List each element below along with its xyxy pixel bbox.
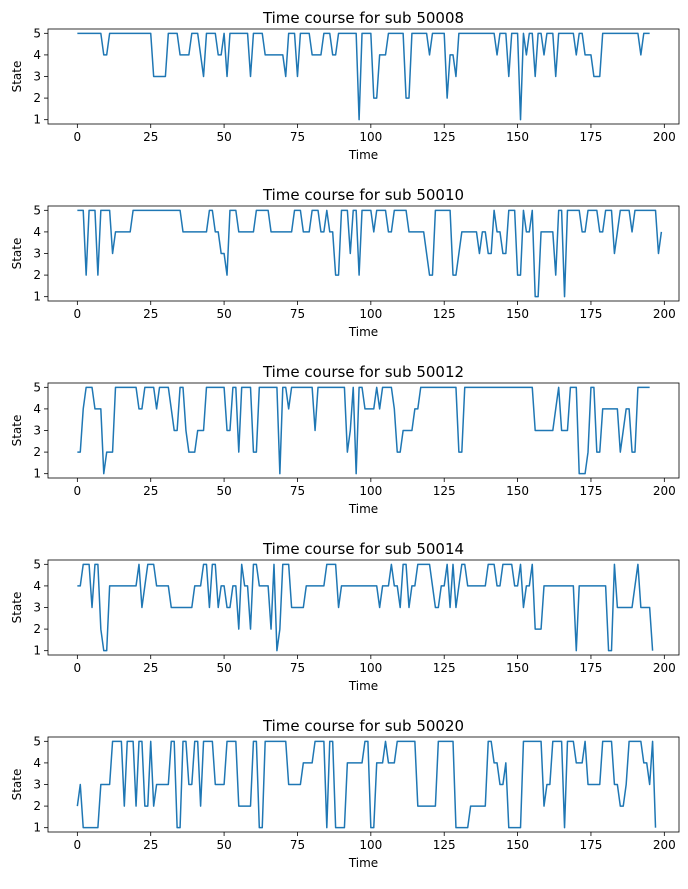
x-tick-label: 50 <box>216 307 231 321</box>
x-tick-label: 75 <box>290 661 305 675</box>
x-tick-label: 175 <box>580 484 603 498</box>
x-tick-label: 75 <box>290 838 305 852</box>
subplot-title: Time course for sub 50012 <box>262 363 464 381</box>
y-tick-label: 1 <box>33 644 41 658</box>
x-tick-label: 150 <box>506 307 529 321</box>
y-tick-label: 1 <box>33 113 41 127</box>
x-tick-label: 200 <box>653 130 676 144</box>
x-axis-label: Time <box>348 679 378 693</box>
x-tick-label: 125 <box>433 661 456 675</box>
y-axis-label: State <box>10 415 24 447</box>
y-tick-label: 2 <box>33 91 41 105</box>
x-tick-label: 200 <box>653 307 676 321</box>
subplot-title: Time course for sub 50010 <box>262 186 464 204</box>
x-tick-label: 150 <box>506 130 529 144</box>
x-tick-label: 125 <box>433 484 456 498</box>
y-tick-label: 3 <box>33 778 41 792</box>
y-axis-label: State <box>10 61 24 93</box>
y-tick-label: 3 <box>33 247 41 261</box>
x-tick-label: 25 <box>143 838 158 852</box>
y-tick-label: 3 <box>33 601 41 615</box>
series-line <box>77 209 663 298</box>
y-tick-label: 4 <box>33 579 41 593</box>
subplot-title: Time course for sub 50008 <box>262 9 464 27</box>
x-tick-label: 0 <box>74 484 82 498</box>
y-axis-label: State <box>10 769 24 801</box>
x-tick-label: 100 <box>359 838 382 852</box>
series-line <box>77 563 654 652</box>
x-tick-label: 125 <box>433 307 456 321</box>
x-tick-label: 50 <box>216 484 231 498</box>
y-tick-label: 2 <box>33 445 41 459</box>
x-tick-label: 200 <box>653 484 676 498</box>
y-tick-label: 2 <box>33 268 41 282</box>
y-tick-label: 2 <box>33 622 41 636</box>
subplot-title: Time course for sub 50014 <box>262 540 464 558</box>
series-line <box>76 740 657 829</box>
x-tick-label: 0 <box>74 838 82 852</box>
y-tick-label: 2 <box>33 799 41 813</box>
x-tick-label: 75 <box>290 307 305 321</box>
y-tick-label: 4 <box>33 756 41 770</box>
series-line <box>77 32 650 121</box>
y-tick-label: 5 <box>33 380 41 394</box>
x-tick-label: 25 <box>143 484 158 498</box>
x-tick-label: 50 <box>216 838 231 852</box>
x-axis-label: Time <box>348 856 378 870</box>
plot-frame <box>47 28 680 125</box>
y-tick-label: 1 <box>33 821 41 835</box>
x-tick-label: 0 <box>74 130 82 144</box>
y-tick-label: 4 <box>33 48 41 62</box>
y-tick-label: 5 <box>33 734 41 748</box>
x-tick-label: 25 <box>143 307 158 321</box>
y-tick-label: 1 <box>33 290 41 304</box>
x-tick-label: 100 <box>359 130 382 144</box>
y-axis-label: State <box>10 238 24 270</box>
x-tick-label: 50 <box>216 661 231 675</box>
y-tick-label: 4 <box>33 402 41 416</box>
x-tick-label: 125 <box>433 838 456 852</box>
x-tick-label: 75 <box>290 484 305 498</box>
x-tick-label: 175 <box>580 307 603 321</box>
x-tick-label: 150 <box>506 484 529 498</box>
x-tick-label: 100 <box>359 661 382 675</box>
x-tick-label: 150 <box>506 838 529 852</box>
x-tick-label: 200 <box>653 838 676 852</box>
x-axis-label: Time <box>348 502 378 516</box>
subplot-title: Time course for sub 50020 <box>262 717 464 735</box>
x-tick-label: 175 <box>580 661 603 675</box>
x-tick-label: 50 <box>216 130 231 144</box>
x-tick-label: 175 <box>580 130 603 144</box>
x-tick-label: 125 <box>433 130 456 144</box>
y-tick-label: 5 <box>33 26 41 40</box>
y-tick-label: 3 <box>33 70 41 84</box>
series-line <box>77 386 650 475</box>
x-tick-label: 25 <box>143 661 158 675</box>
x-axis-label: Time <box>348 325 378 339</box>
x-axis-label: Time <box>348 148 378 162</box>
y-tick-label: 5 <box>33 203 41 217</box>
x-tick-label: 100 <box>359 307 382 321</box>
y-tick-label: 3 <box>33 424 41 438</box>
x-tick-label: 200 <box>653 661 676 675</box>
x-tick-label: 0 <box>74 307 82 321</box>
x-tick-label: 0 <box>74 661 82 675</box>
y-tick-label: 4 <box>33 225 41 239</box>
x-tick-label: 25 <box>143 130 158 144</box>
x-tick-label: 75 <box>290 130 305 144</box>
x-tick-label: 100 <box>359 484 382 498</box>
y-tick-label: 5 <box>33 557 41 571</box>
y-tick-label: 1 <box>33 467 41 481</box>
y-axis-label: State <box>10 592 24 624</box>
x-tick-label: 150 <box>506 661 529 675</box>
x-tick-label: 175 <box>580 838 603 852</box>
plot-frame <box>47 205 680 302</box>
